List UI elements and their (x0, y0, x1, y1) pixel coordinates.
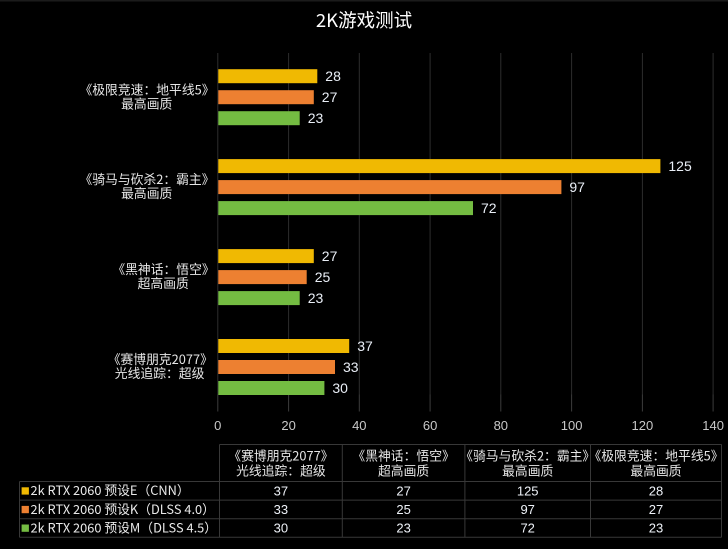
svg-text:28: 28 (649, 483, 663, 498)
svg-text:23: 23 (308, 110, 324, 126)
svg-text:0: 0 (214, 418, 221, 433)
svg-text:27: 27 (396, 483, 410, 498)
svg-text:《黑神话：悟空》: 《黑神话：悟空》 (352, 445, 454, 464)
svg-text:25: 25 (396, 502, 410, 517)
svg-text:《骑马与砍杀2：霸主》: 《骑马与砍杀2：霸主》 (460, 445, 595, 464)
svg-text:2k RTX 2060 预设E（CNN）: 2k RTX 2060 预设E（CNN） (31, 480, 190, 499)
svg-text:140: 140 (702, 418, 724, 433)
svg-text:《极限竞速：地平线5》: 《极限竞速：地平线5》 (588, 445, 723, 464)
svg-text:72: 72 (481, 200, 497, 216)
svg-text:97: 97 (569, 179, 585, 195)
svg-text:2k RTX 2060 预设M（DLSS 4.5）: 2k RTX 2060 预设M（DLSS 4.5） (31, 517, 218, 536)
svg-text:97: 97 (520, 502, 534, 517)
svg-text:27: 27 (322, 248, 338, 264)
svg-text:72: 72 (520, 521, 534, 536)
svg-text:80: 80 (494, 418, 508, 433)
svg-text:27: 27 (649, 502, 663, 517)
svg-text:33: 33 (343, 359, 359, 375)
svg-text:60: 60 (423, 418, 437, 433)
svg-text:光线追踪：超级: 光线追踪：超级 (236, 461, 326, 480)
svg-text:125: 125 (517, 483, 539, 498)
svg-text:《赛博朋克2077》: 《赛博朋克2077》 (228, 445, 333, 464)
svg-text:最高画质: 最高画质 (502, 461, 553, 480)
svg-text:《黑神话：悟空》: 《黑神话：悟空》 (112, 259, 214, 278)
svg-text:《极限竞速：地平线5》: 《极限竞速：地平线5》 (79, 79, 214, 98)
svg-text:125: 125 (668, 158, 692, 174)
svg-text:光线追踪：超级: 光线追踪：超级 (115, 363, 205, 382)
svg-text:27: 27 (322, 89, 338, 105)
svg-text:28: 28 (325, 68, 341, 84)
svg-text:30: 30 (274, 521, 288, 536)
svg-text:最高画质: 最高画质 (121, 183, 172, 202)
svg-text:40: 40 (352, 418, 366, 433)
svg-text:超高画质: 超高画质 (138, 273, 189, 292)
svg-text:23: 23 (396, 521, 410, 536)
svg-text:《赛博朋克2077》: 《赛博朋克2077》 (108, 349, 213, 368)
svg-text:23: 23 (649, 521, 663, 536)
svg-text:最高画质: 最高画质 (630, 461, 681, 480)
svg-text:30: 30 (332, 380, 348, 396)
svg-text:37: 37 (274, 483, 288, 498)
svg-text:超高画质: 超高画质 (378, 461, 429, 480)
svg-text:100: 100 (561, 418, 583, 433)
svg-text:最高画质: 最高画质 (121, 93, 172, 112)
svg-text:37: 37 (357, 338, 373, 354)
svg-text:20: 20 (281, 418, 295, 433)
svg-text:2K游戏测试: 2K游戏测试 (316, 7, 412, 33)
svg-text:《骑马与砍杀2：霸主》: 《骑马与砍杀2：霸主》 (79, 169, 214, 188)
svg-text:33: 33 (274, 502, 288, 517)
svg-text:2k RTX 2060 预设K（DLSS 4.0）: 2k RTX 2060 预设K（DLSS 4.0） (31, 499, 215, 518)
svg-text:25: 25 (315, 269, 331, 285)
svg-text:120: 120 (632, 418, 654, 433)
svg-text:23: 23 (308, 290, 324, 306)
